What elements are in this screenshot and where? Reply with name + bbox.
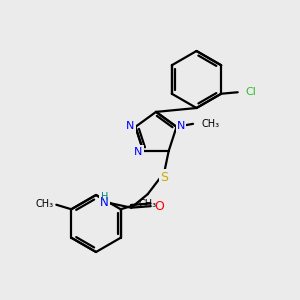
Text: CH₃: CH₃ (139, 200, 157, 209)
Text: CH₃: CH₃ (35, 200, 53, 209)
Text: N: N (100, 196, 109, 209)
Text: O: O (154, 200, 164, 213)
Text: H: H (101, 192, 109, 202)
Text: S: S (160, 171, 169, 184)
Text: N: N (134, 147, 142, 157)
Text: N: N (126, 121, 134, 131)
Text: N: N (177, 121, 185, 131)
Text: Cl: Cl (246, 87, 257, 97)
Text: CH₃: CH₃ (201, 118, 220, 128)
